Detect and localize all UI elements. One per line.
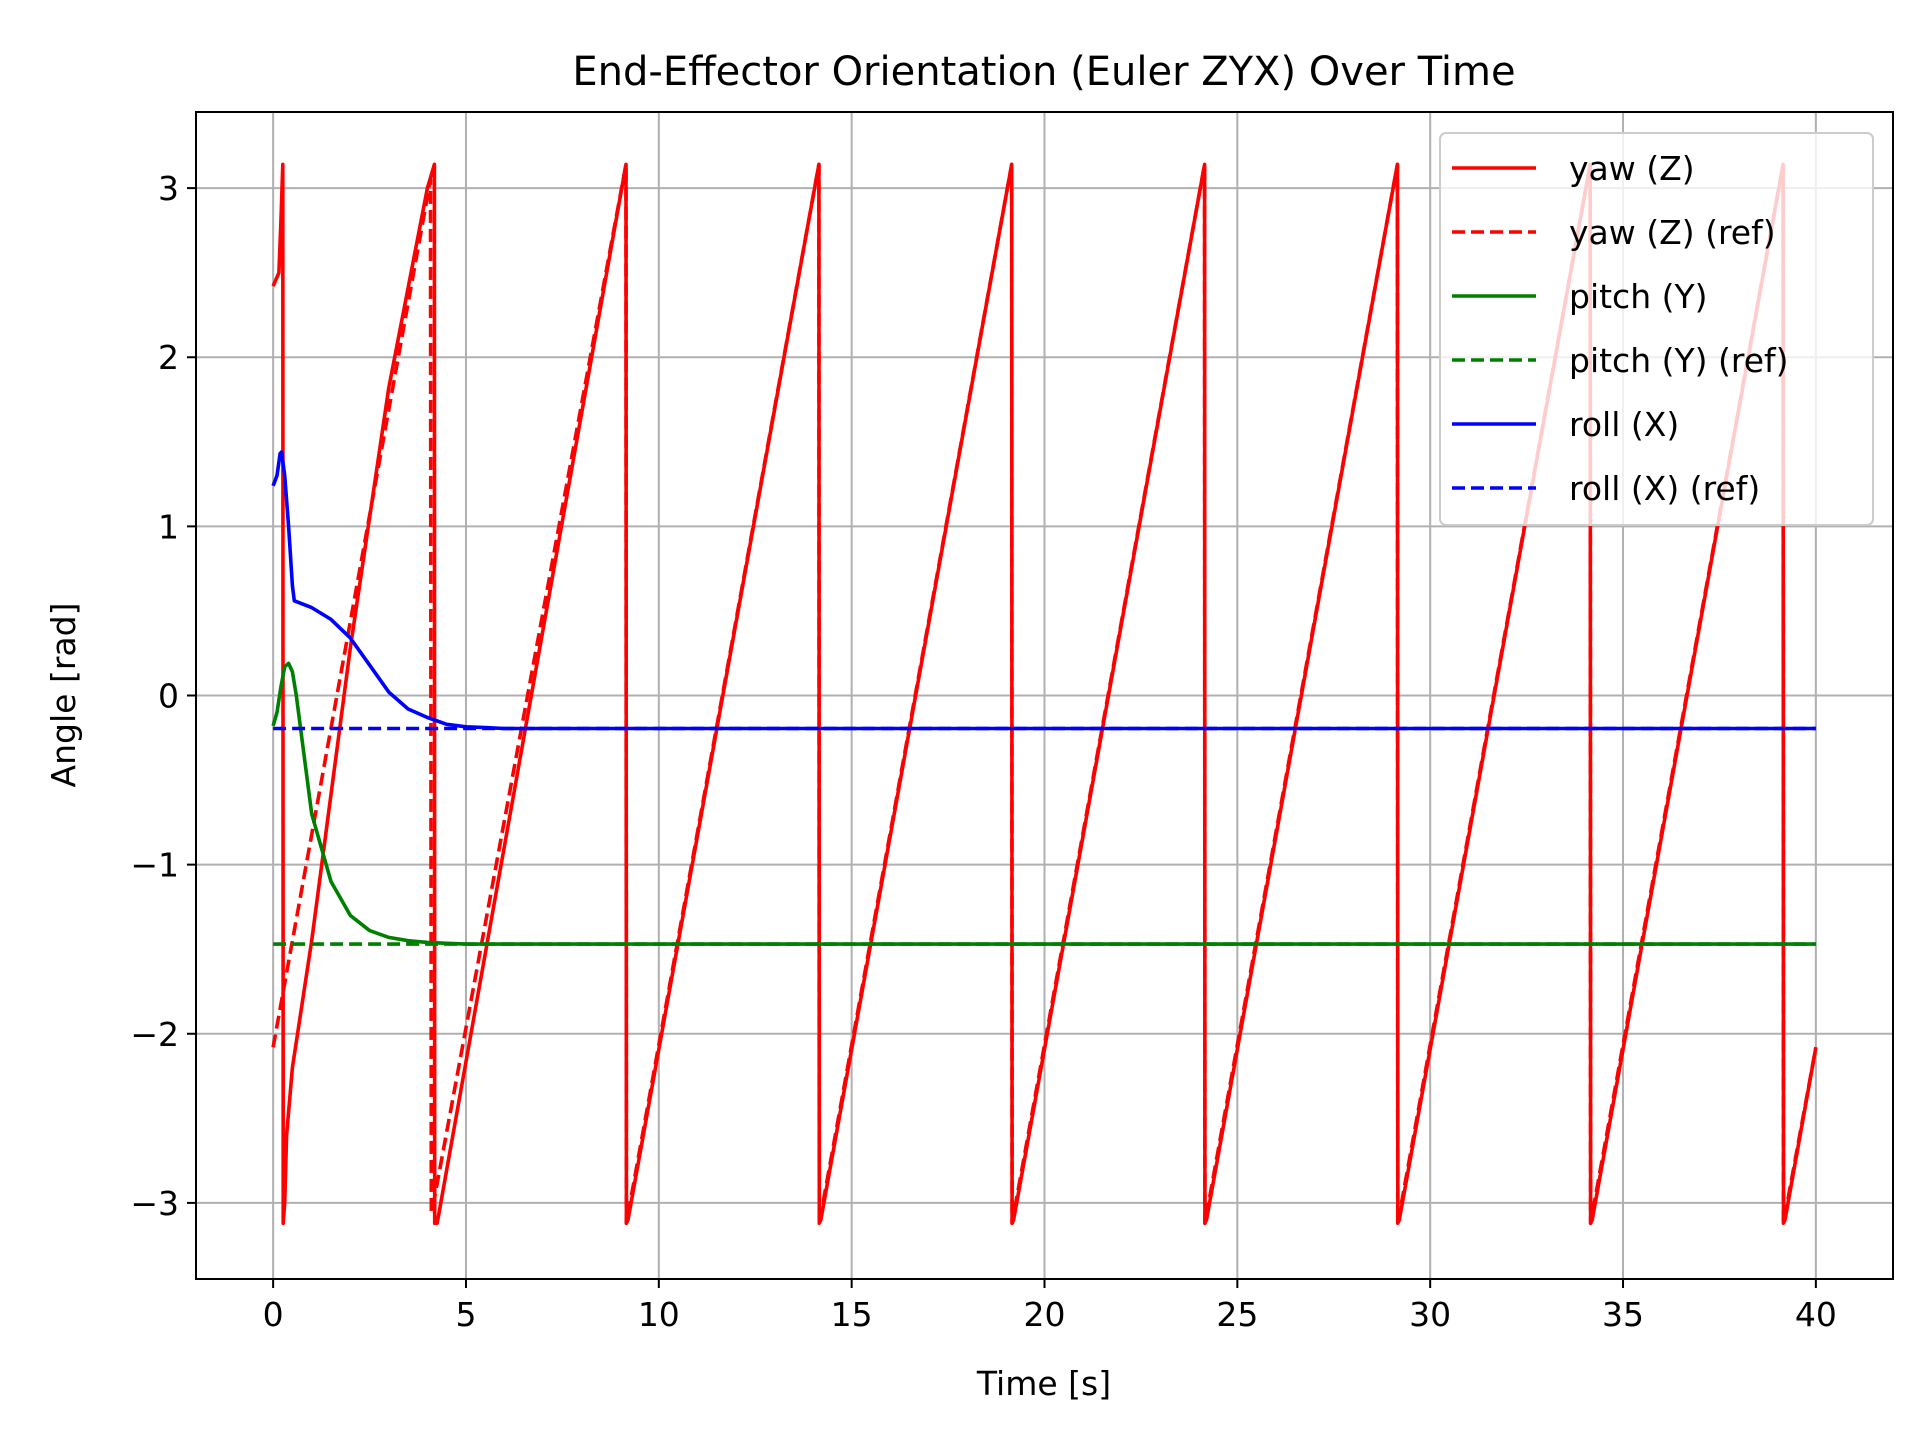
x-tick-label: 30 [1409, 1295, 1451, 1334]
y-tick-label: 2 [158, 338, 179, 377]
x-tick-label: 5 [455, 1295, 476, 1334]
series-line-2 [271, 661, 1816, 946]
x-tick-label: 25 [1216, 1295, 1258, 1334]
x-axis-label: Time [s] [976, 1364, 1111, 1403]
x-tick-label: 15 [831, 1295, 873, 1334]
legend-label-3: pitch (Y) (ref) [1569, 341, 1789, 380]
legend-label-0: yaw (Z) [1569, 149, 1695, 188]
series-group [271, 162, 1818, 1225]
x-tick-label: 10 [638, 1295, 680, 1334]
x-tick-label: 35 [1602, 1295, 1644, 1334]
legend: yaw (Z) yaw (Z) (ref) pitch (Y) pitch (Y) (… [1439, 132, 1874, 526]
legend-box [1439, 132, 1874, 526]
series-line-1 [271, 162, 1818, 1225]
legend-label-2: pitch (Y) [1569, 277, 1708, 316]
chart-title: End-Effector Orientation (Euler ZYX) Ove… [572, 49, 1515, 95]
y-tick-label: 1 [158, 507, 179, 546]
x-tick-label: 0 [263, 1295, 284, 1334]
x-tick-label: 20 [1024, 1295, 1066, 1334]
legend-label-4: roll (X) [1569, 405, 1679, 444]
x-tick-label: 40 [1795, 1295, 1837, 1334]
y-axis-label: Angle [rad] [44, 603, 83, 788]
legend-label-1: yaw (Z) (ref) [1569, 213, 1776, 252]
y-tick-label: 3 [158, 169, 179, 208]
x-axis: 0 5 10 15 20 25 30 35 40 [263, 1279, 1837, 1334]
y-tick-label: −2 [130, 1015, 179, 1054]
y-tick-label: −1 [130, 846, 179, 885]
y-axis: −3 −2 −1 0 1 2 3 [130, 169, 196, 1223]
y-tick-label: 0 [158, 677, 179, 716]
y-tick-label: −3 [130, 1184, 179, 1223]
legend-label-5: roll (X) (ref) [1569, 469, 1760, 508]
